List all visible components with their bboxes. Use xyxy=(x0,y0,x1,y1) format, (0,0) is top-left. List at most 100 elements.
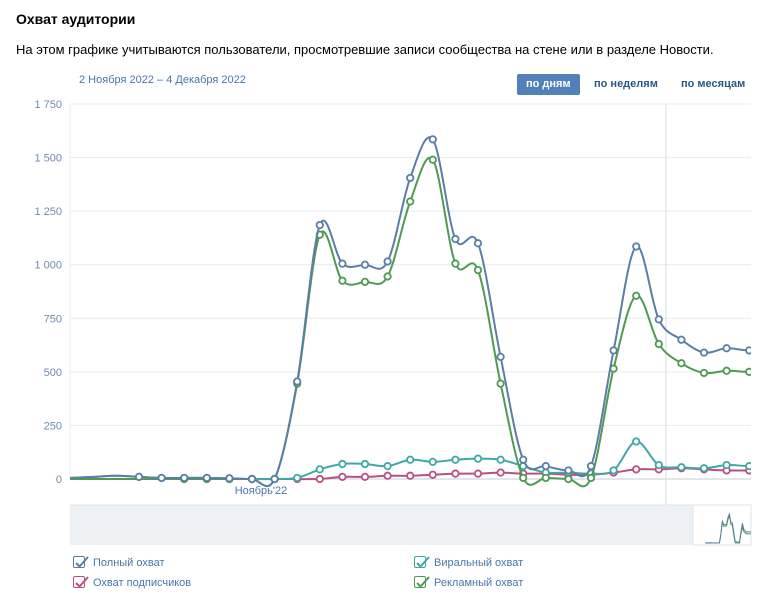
data-point xyxy=(293,377,302,386)
data-point xyxy=(270,474,279,484)
y-tick-label: 1 000 xyxy=(34,260,62,272)
data-point xyxy=(496,352,505,361)
y-tick-label: 750 xyxy=(44,313,62,325)
date-range: 2 Ноября 2022 – 4 Декабря 2022 xyxy=(79,74,246,86)
data-point xyxy=(745,367,751,376)
data-point xyxy=(406,455,415,464)
data-point xyxy=(722,460,731,470)
chart-description: На этом графике учитываются пользователи… xyxy=(16,42,714,57)
checkmark-icon xyxy=(416,576,430,588)
data-point xyxy=(338,276,347,285)
checkbox-icon[interactable] xyxy=(414,556,430,568)
data-point xyxy=(360,472,370,481)
navigator-line xyxy=(704,512,752,544)
data-point xyxy=(654,460,663,470)
data-point xyxy=(428,470,437,479)
data-point xyxy=(519,473,528,483)
data-point xyxy=(541,473,550,483)
data-point xyxy=(202,473,211,483)
data-point xyxy=(134,472,144,481)
data-point xyxy=(564,474,573,484)
data-point xyxy=(473,239,483,248)
legend-label: Охват подписчиков xyxy=(93,577,192,589)
data-point xyxy=(428,135,437,144)
data-point xyxy=(699,368,709,378)
data-point xyxy=(360,459,370,469)
y-tick-label: 1 250 xyxy=(34,206,62,218)
data-point xyxy=(473,469,483,478)
x-tick-label: Ноябрь'22 xyxy=(235,485,288,497)
data-point xyxy=(383,462,392,471)
data-point xyxy=(315,465,324,474)
checkbox-icon[interactable] xyxy=(73,556,89,568)
checkmark-icon xyxy=(75,576,89,588)
data-point xyxy=(180,473,189,483)
data-point xyxy=(451,469,460,478)
y-tick-label: 1 500 xyxy=(34,153,62,165)
y-tick-label: 1 750 xyxy=(34,99,62,111)
data-point xyxy=(428,155,437,164)
x-axis-ticks: Ноябрь'22 xyxy=(235,479,288,497)
data-point xyxy=(383,272,392,281)
data-point xyxy=(632,437,641,446)
data-point xyxy=(496,455,505,464)
data-point xyxy=(406,173,415,183)
data-point xyxy=(360,260,370,269)
data-point xyxy=(654,315,663,324)
data-point xyxy=(677,463,686,472)
checkbox-icon[interactable] xyxy=(414,576,430,588)
data-point xyxy=(383,471,392,480)
data-point xyxy=(338,459,347,469)
y-tick-label: 250 xyxy=(44,420,62,432)
series-line xyxy=(70,440,751,481)
data-point xyxy=(654,339,663,349)
period-months-button[interactable]: по месяцам xyxy=(681,78,746,90)
y-tick-label: 0 xyxy=(56,474,62,486)
data-point xyxy=(338,472,347,481)
data-point xyxy=(699,464,709,473)
series-line xyxy=(70,136,751,488)
data-point xyxy=(632,242,641,251)
data-point xyxy=(586,462,596,471)
page-title: Охват аудитории xyxy=(16,11,136,27)
data-point xyxy=(632,465,641,474)
data-point xyxy=(745,462,751,471)
data-point xyxy=(632,291,641,300)
series-0 xyxy=(70,135,751,488)
data-point xyxy=(293,473,302,483)
data-point xyxy=(722,344,731,353)
data-point xyxy=(406,197,415,206)
chart-series xyxy=(70,135,751,488)
data-point xyxy=(519,455,528,464)
data-point xyxy=(722,366,731,375)
navigator-background xyxy=(70,505,751,545)
chart-grid xyxy=(69,103,751,505)
chart-navigator xyxy=(70,504,752,546)
legend-label: Виральный охват xyxy=(434,557,524,569)
data-point xyxy=(496,379,505,388)
data-point xyxy=(473,265,483,275)
data-point xyxy=(315,474,324,484)
data-point xyxy=(428,457,437,466)
checkbox-icon[interactable] xyxy=(73,576,89,588)
series-line xyxy=(70,156,751,488)
period-weeks-button[interactable]: по неделям xyxy=(594,78,658,90)
data-point xyxy=(699,348,709,357)
data-point xyxy=(609,346,618,355)
data-point xyxy=(609,466,618,475)
data-point xyxy=(586,473,596,483)
data-point xyxy=(247,474,257,484)
data-point xyxy=(451,259,460,268)
data-point xyxy=(338,259,347,268)
period-days-button[interactable]: по дням xyxy=(517,74,580,95)
data-point xyxy=(541,462,550,471)
data-point xyxy=(473,454,483,463)
data-point xyxy=(315,220,324,230)
data-point xyxy=(496,468,505,477)
legend-label: Полный охват xyxy=(93,557,165,569)
data-point xyxy=(677,359,686,368)
data-point xyxy=(745,346,751,355)
checkmark-icon xyxy=(75,556,89,568)
y-tick-label: 500 xyxy=(44,367,62,379)
